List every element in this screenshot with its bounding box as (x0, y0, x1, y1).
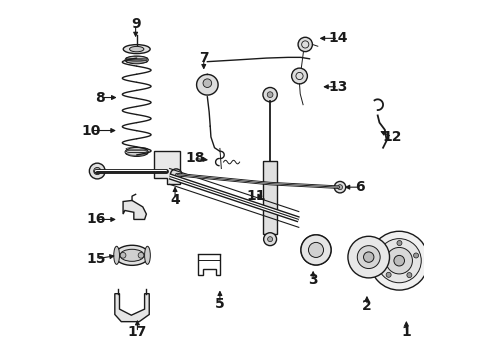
Text: 11: 11 (246, 189, 266, 203)
Ellipse shape (114, 246, 120, 264)
Circle shape (267, 92, 273, 98)
Circle shape (394, 255, 405, 266)
Circle shape (357, 246, 380, 269)
Circle shape (370, 231, 429, 290)
Circle shape (301, 235, 331, 265)
Polygon shape (123, 201, 147, 220)
Circle shape (348, 236, 390, 278)
Circle shape (312, 246, 320, 254)
Ellipse shape (129, 46, 144, 52)
Text: 15: 15 (86, 252, 106, 266)
Circle shape (94, 167, 101, 175)
Text: 2: 2 (362, 298, 372, 312)
Text: 14: 14 (328, 31, 348, 45)
Circle shape (138, 252, 144, 258)
Circle shape (380, 252, 385, 257)
Polygon shape (115, 294, 149, 321)
Text: 5: 5 (215, 297, 225, 311)
Circle shape (268, 237, 272, 242)
Text: 4: 4 (170, 193, 180, 207)
Circle shape (120, 252, 126, 258)
Ellipse shape (115, 245, 149, 265)
Circle shape (89, 163, 105, 179)
Circle shape (263, 87, 277, 102)
Circle shape (292, 68, 307, 84)
Text: 6: 6 (355, 180, 365, 194)
Ellipse shape (123, 45, 150, 54)
Text: 13: 13 (329, 80, 348, 94)
FancyBboxPatch shape (263, 161, 277, 234)
Text: 10: 10 (81, 123, 100, 138)
Text: 1: 1 (401, 325, 411, 339)
Circle shape (203, 79, 212, 87)
Text: 18: 18 (185, 152, 204, 166)
Circle shape (171, 169, 182, 180)
Polygon shape (196, 75, 218, 95)
Circle shape (407, 273, 412, 278)
Circle shape (309, 242, 323, 257)
Circle shape (414, 253, 418, 258)
Text: 9: 9 (131, 17, 141, 31)
Text: 3: 3 (308, 273, 318, 287)
Ellipse shape (125, 56, 148, 64)
Circle shape (301, 235, 331, 265)
Text: 16: 16 (87, 212, 106, 226)
Polygon shape (153, 151, 180, 184)
Text: 12: 12 (382, 130, 402, 144)
Circle shape (308, 242, 324, 258)
Circle shape (377, 239, 421, 283)
Circle shape (334, 181, 346, 193)
Circle shape (386, 272, 391, 277)
Circle shape (298, 37, 313, 51)
Text: 7: 7 (199, 51, 209, 65)
Circle shape (338, 185, 343, 190)
Ellipse shape (125, 148, 148, 157)
Ellipse shape (302, 237, 323, 263)
Circle shape (364, 252, 374, 262)
Text: 17: 17 (128, 325, 147, 339)
Circle shape (264, 233, 276, 246)
Text: 8: 8 (95, 90, 105, 104)
Circle shape (397, 240, 402, 246)
Ellipse shape (120, 249, 144, 261)
Circle shape (386, 247, 413, 274)
Ellipse shape (145, 246, 150, 264)
